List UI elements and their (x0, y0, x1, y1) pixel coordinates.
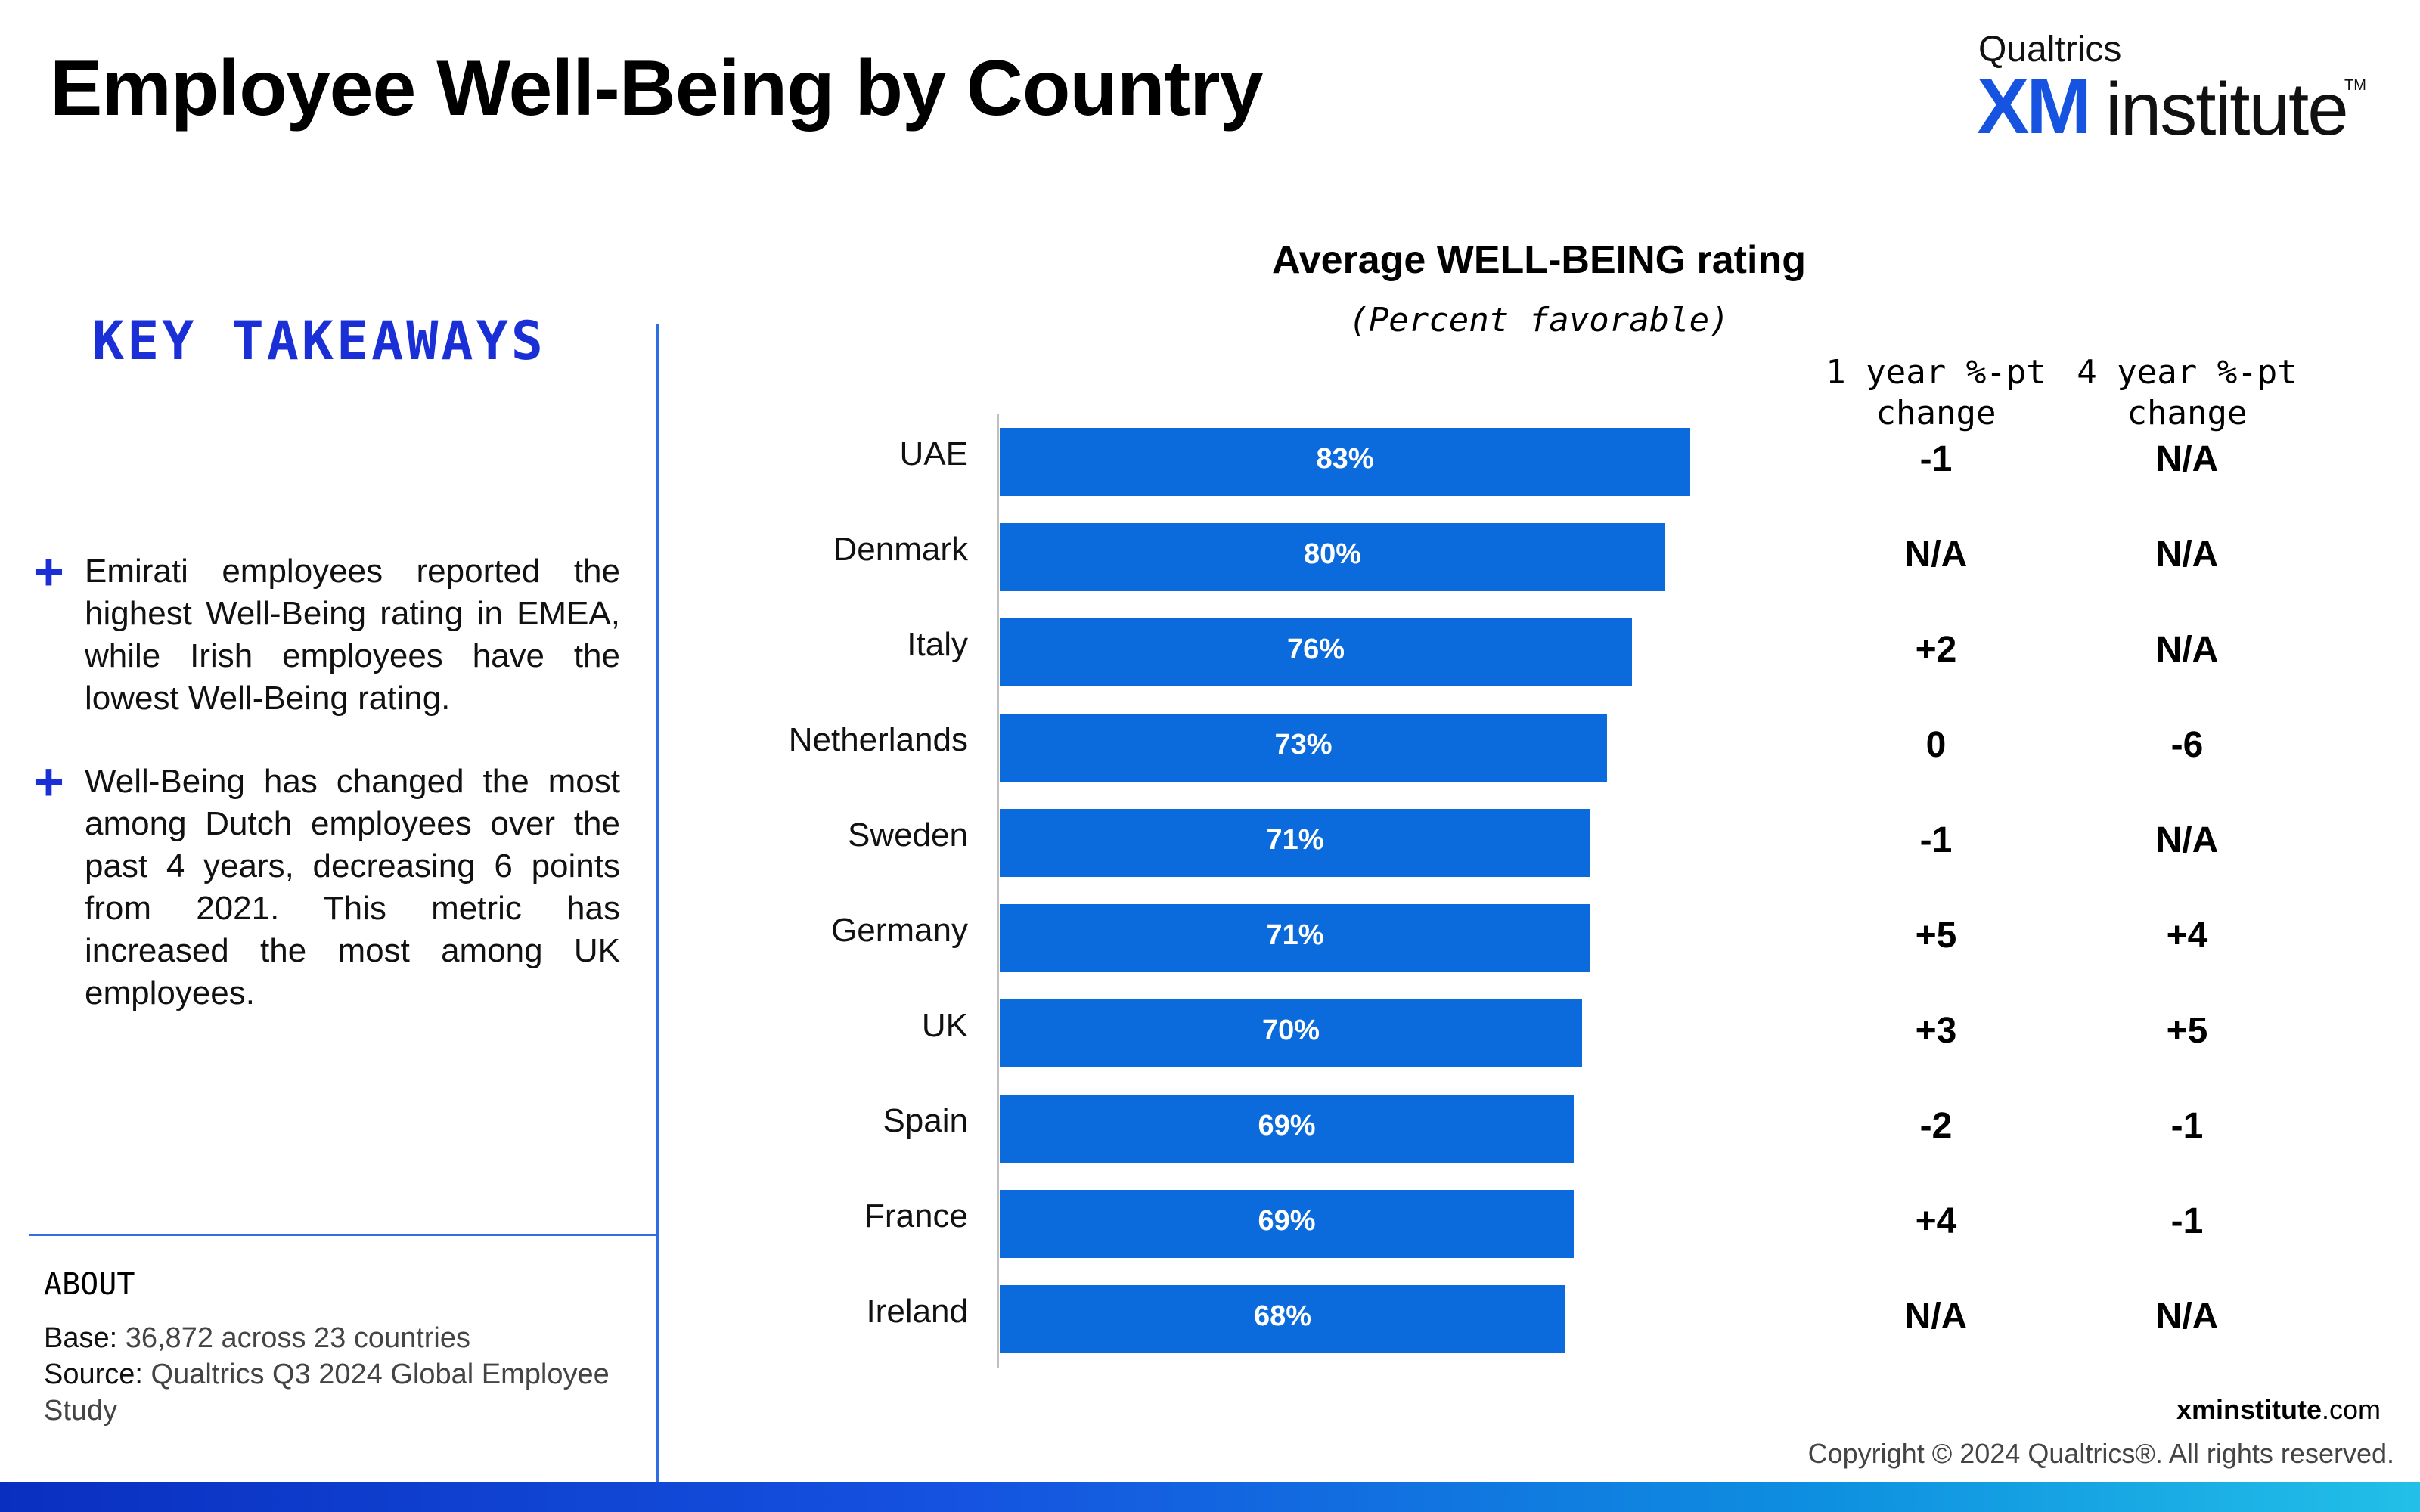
four-year-change-value: N/A (2155, 534, 2219, 575)
bar (1000, 428, 1690, 496)
category-label: Germany (831, 912, 968, 949)
category-label: Spain (883, 1102, 968, 1139)
four-year-change-value: -6 (2170, 725, 2204, 765)
page-title: Employee Well-Being by Country (50, 45, 1263, 132)
logo-brand: Qualtrics (1978, 29, 2122, 70)
column-header-4-year: 4 year %-pt change (2077, 353, 2297, 432)
bar-value-label: 83% (1316, 443, 1374, 475)
four-year-change-value: N/A (2155, 820, 2219, 860)
bar (1000, 618, 1632, 686)
xm-institute-logo: Qualtrics XM institute TM (1977, 29, 2370, 150)
footer-url-bold: xminstitute (2176, 1394, 2322, 1425)
chart-row: Spain 69% -2 -1 (0, 1095, 2420, 1163)
chart-title: Average WELL-BEING rating (1272, 238, 1806, 282)
bar-value-label: 73% (1274, 729, 1333, 761)
plus-icon: + (33, 752, 64, 811)
one-year-change-value: N/A (1904, 1297, 1968, 1337)
chart-row: UAE 83% -1 N/A (0, 428, 2420, 496)
bar (1000, 714, 1607, 782)
takeaway-item: + Well-Being has changed the most among … (33, 752, 620, 1015)
category-label: UAE (899, 435, 968, 472)
four-year-change-value: +5 (2166, 1011, 2208, 1051)
four-year-change-value: -1 (2170, 1201, 2204, 1241)
four-year-change-value: N/A (2155, 1297, 2219, 1337)
chart-row: Sweden 71% -1 N/A (0, 809, 2420, 877)
logo-trademark: TM (2344, 77, 2366, 94)
bar-value-label: 69% (1258, 1205, 1316, 1237)
bar-value-label: 71% (1266, 919, 1324, 951)
divider-vertical (656, 324, 659, 1482)
base-value: 36,872 across 23 countries (125, 1322, 471, 1354)
logo-xm: XM (1977, 63, 2092, 150)
one-year-change-value: +5 (1915, 916, 1957, 956)
source-value: Qualtrics Q3 2024 Global Employee Study (44, 1359, 610, 1427)
category-label: Ireland (866, 1293, 968, 1330)
takeaways-panel: KEY TAKEAWAYS + Emirati employees report… (0, 0, 658, 1482)
chart-row: Germany 71% +5 +4 (0, 904, 2420, 972)
about-text: Base: 36,872 across 23 countries Source:… (44, 1320, 641, 1429)
category-label: Italy (907, 626, 968, 663)
one-year-change-value: -1 (1919, 820, 1953, 860)
chart-row: Italy 76% +2 N/A (0, 618, 2420, 686)
one-year-change-value: -1 (1919, 439, 1953, 479)
bar-value-label: 68% (1253, 1300, 1312, 1332)
chart-row: Ireland 68% N/A N/A (0, 1285, 2420, 1353)
chart-row: Netherlands 73% 0 -6 (0, 714, 2420, 782)
four-year-change-value: N/A (2155, 439, 2219, 479)
takeaway-text: Well-Being has changed the most among Du… (85, 763, 620, 1012)
column-header-1-year: 1 year %-pt change (1826, 353, 2046, 432)
chart-row: UK 70% +3 +5 (0, 999, 2420, 1067)
copyright-text: Copyright © 2024 Qualtrics®. All rights … (1807, 1438, 2394, 1469)
bar-value-label: 71% (1266, 824, 1324, 856)
four-year-change-value: -1 (2170, 1106, 2204, 1146)
bottom-gradient-strip (0, 1482, 2420, 1512)
category-label: France (864, 1198, 968, 1235)
bar (1000, 809, 1590, 877)
bar (1000, 1285, 1565, 1353)
bar-value-label: 70% (1261, 1015, 1320, 1046)
footer-url: xminstitute.com (2176, 1394, 2381, 1426)
bar (1000, 523, 1665, 591)
one-year-change-value: +4 (1915, 1201, 1957, 1241)
footer-url-rest: .com (2321, 1394, 2381, 1425)
one-year-change-value: +3 (1915, 1011, 1957, 1051)
chart-subtitle: (Percent favorable) (1348, 301, 1730, 339)
one-year-change-value: -2 (1919, 1106, 1953, 1146)
one-year-change-value: 0 (1925, 725, 1947, 765)
chart-axis-line (997, 414, 999, 1368)
four-year-change-value: +4 (2166, 916, 2208, 956)
category-label: Denmark (833, 531, 969, 568)
chart-row: France 69% +4 -1 (0, 1190, 2420, 1258)
divider-horizontal (29, 1234, 658, 1236)
four-year-change-value: N/A (2155, 630, 2219, 670)
base-label: Base: (44, 1322, 118, 1354)
bar (1000, 999, 1582, 1067)
source-label: Source: (44, 1359, 143, 1390)
takeaway-item: + Emirati employees reported the highest… (33, 542, 620, 720)
bar (1000, 1095, 1574, 1163)
key-takeaways-heading: KEY TAKEAWAYS (92, 310, 546, 372)
bar-value-label: 80% (1303, 538, 1362, 570)
category-label: UK (921, 1007, 968, 1044)
about-heading: ABOUT (44, 1267, 135, 1302)
bar (1000, 1190, 1574, 1258)
category-label: Sweden (847, 816, 968, 854)
takeaway-text: Emirati employees reported the highest W… (85, 553, 620, 717)
plus-icon: + (33, 542, 64, 601)
chart-row: Denmark 80% N/A N/A (0, 523, 2420, 591)
logo-word: institute (2105, 67, 2349, 150)
bar (1000, 904, 1590, 972)
category-label: Netherlands (788, 721, 968, 758)
bar-value-label: 76% (1286, 634, 1345, 665)
one-year-change-value: +2 (1915, 630, 1957, 670)
bar-value-label: 69% (1258, 1110, 1316, 1142)
one-year-change-value: N/A (1904, 534, 1968, 575)
